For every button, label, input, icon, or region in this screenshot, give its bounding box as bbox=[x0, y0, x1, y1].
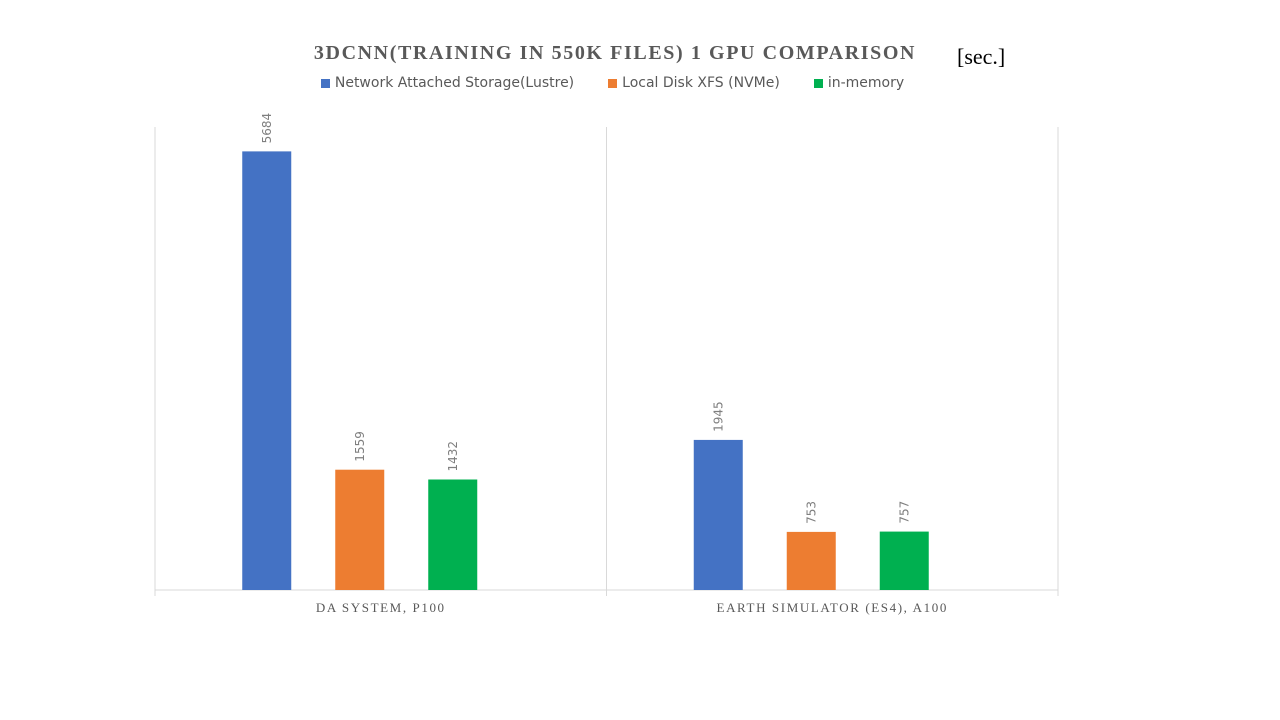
data-label: 1432 bbox=[446, 441, 460, 472]
legend-swatch-memory bbox=[813, 78, 823, 88]
category-label: DA SYSTEM, P100 bbox=[316, 600, 446, 615]
bar bbox=[242, 151, 292, 590]
unit-label: [sec.] bbox=[957, 44, 1006, 69]
bar bbox=[693, 439, 743, 590]
bar bbox=[786, 531, 836, 590]
data-label: 5684 bbox=[260, 113, 274, 144]
chart-title: 3DCNN(TRAINING IN 550K FILES) 1 GPU COMP… bbox=[313, 42, 917, 64]
data-label: 1559 bbox=[353, 431, 367, 462]
legend-item-memory: in-memory bbox=[813, 75, 905, 91]
legend-item-nas: Network Attached Storage(Lustre) bbox=[320, 75, 575, 91]
legend-swatch-nas bbox=[320, 78, 330, 88]
category-label: EARTH SIMULATOR (ES4), A100 bbox=[717, 600, 948, 615]
legend-label-memory: in-memory bbox=[827, 75, 905, 91]
bar bbox=[335, 469, 385, 590]
legend-label-nas: Network Attached Storage(Lustre) bbox=[334, 75, 575, 91]
legend-item-local: Local Disk XFS (NVMe) bbox=[608, 75, 780, 91]
legend-label-local: Local Disk XFS (NVMe) bbox=[622, 75, 780, 91]
data-label: 753 bbox=[804, 501, 818, 524]
bar bbox=[428, 479, 478, 590]
data-label: 1945 bbox=[711, 401, 725, 432]
legend: Network Attached Storage(Lustre) Local D… bbox=[0, 75, 1225, 91]
data-label: 757 bbox=[897, 501, 911, 524]
bar bbox=[879, 531, 929, 590]
legend-swatch-local bbox=[608, 78, 618, 88]
